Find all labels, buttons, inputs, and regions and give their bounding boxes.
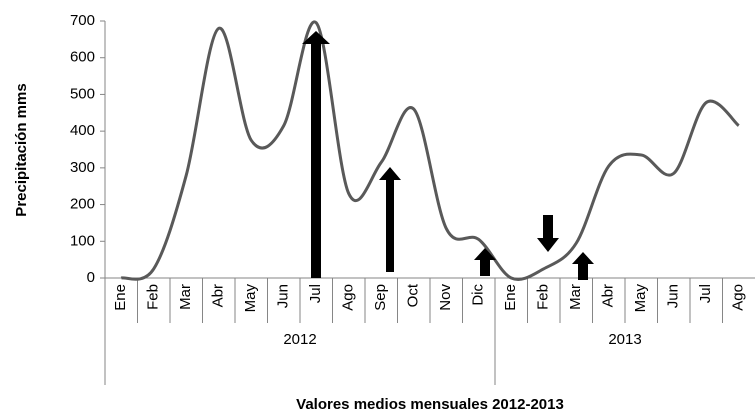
x-tick-label: Feb [535, 284, 552, 310]
arrow [379, 167, 401, 272]
x-tick-label: Jun [275, 284, 292, 308]
x-axis-title: Valores medios mensuales 2012-2013 [296, 396, 564, 413]
x-tick-label: Feb [145, 284, 162, 310]
y-tick-label: 600 [70, 49, 95, 66]
x-tick-label: Dic [470, 284, 487, 306]
x-tick-label: Ago [730, 284, 747, 311]
x-tick-label: May [632, 284, 649, 313]
x-tick-label: Sep [372, 284, 389, 311]
x-tick-label: Oct [405, 283, 422, 307]
x-tick-label: Jul [697, 284, 714, 303]
x-tick-label: Abr [600, 284, 617, 307]
group-label: 2013 [608, 331, 641, 348]
x-tick-label: Jun [665, 284, 682, 308]
x-tick-label: Abr [210, 284, 227, 307]
x-tick-label: Mar [177, 284, 194, 310]
x-tick-label: May [242, 284, 259, 313]
y-tick-label: 700 [70, 12, 95, 29]
group-label: 2012 [283, 331, 316, 348]
y-tick-label: 200 [70, 196, 95, 213]
arrow [572, 252, 594, 280]
x-tick-label: Ene [112, 284, 129, 311]
arrows [302, 31, 594, 280]
arrow [537, 215, 559, 252]
y-axis-title: Precipitación mms [13, 83, 30, 216]
arrow [474, 248, 496, 276]
y-tick-label: 100 [70, 232, 95, 249]
data-line [120, 20, 740, 281]
x-tick-label: Nov [437, 284, 454, 311]
x-tick-label: Ago [340, 284, 357, 311]
x-tick-label: Jul [307, 284, 324, 303]
y-tick-label: 500 [70, 85, 95, 102]
x-tick-label: Ene [502, 284, 519, 311]
y-tick-label: 0 [87, 269, 95, 286]
arrow [302, 31, 330, 278]
x-tick-label: Mar [567, 284, 584, 310]
y-tick-label: 400 [70, 122, 95, 139]
y-tick-label: 300 [70, 159, 95, 176]
